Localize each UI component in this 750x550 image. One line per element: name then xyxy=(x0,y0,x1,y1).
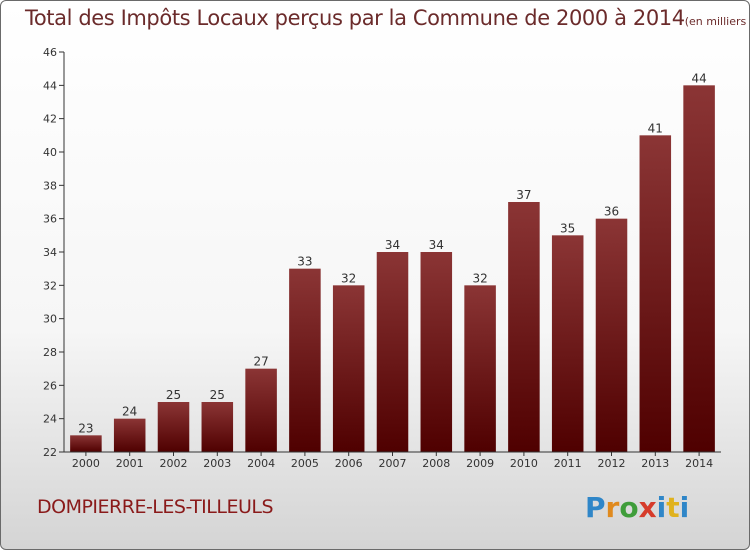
logo-letter: o xyxy=(619,491,639,524)
y-tick-label: 42 xyxy=(43,113,57,126)
bar-value-label: 24 xyxy=(122,405,137,419)
y-tick-label: 40 xyxy=(43,146,57,159)
bar-value-label: 37 xyxy=(516,188,531,202)
x-tick-label: 2005 xyxy=(291,457,319,470)
chart-unit: (en milliers d'€) xyxy=(684,15,749,28)
bar-2011 xyxy=(551,235,584,452)
bar-value-label: 34 xyxy=(385,238,400,252)
x-tick-label: 2006 xyxy=(335,457,363,470)
x-tick-label: 2010 xyxy=(510,457,538,470)
x-tick-label: 2003 xyxy=(203,457,231,470)
bar-2002 xyxy=(157,402,190,452)
logo-letter: i xyxy=(679,491,690,524)
bar-2001 xyxy=(113,418,146,452)
y-tick-label: 36 xyxy=(43,213,57,226)
x-axis: 2000 2001 2002 2003 2004 2005 2006 2007 2008 2009… xyxy=(64,451,721,470)
y-tick-label: 34 xyxy=(43,246,57,259)
bar-value-label: 44 xyxy=(691,71,706,85)
x-tick-label: 2002 xyxy=(160,457,188,470)
y-tick-label: 44 xyxy=(43,79,57,92)
bar-2008 xyxy=(420,252,453,452)
bar-value-label: 27 xyxy=(253,355,268,369)
y-tick-label: 38 xyxy=(43,179,57,192)
x-tick-label: 2012 xyxy=(598,457,626,470)
y-tick-label: 22 xyxy=(43,446,57,459)
x-tick-label: 2004 xyxy=(247,457,275,470)
bar-2006 xyxy=(332,285,365,452)
proxiti-logo[interactable]: Proxiti xyxy=(585,491,689,524)
bar-value-label: 32 xyxy=(341,271,356,285)
bar-2014 xyxy=(683,85,715,452)
y-tick-label: 28 xyxy=(43,346,57,359)
logo-letter: r xyxy=(605,491,620,524)
bar-value-label: 35 xyxy=(560,221,575,235)
y-tick-label: 26 xyxy=(43,379,57,392)
y-axis: 22 24 26 28 30 32 34 36 38 40 42 44 46 xyxy=(43,46,65,459)
x-tick-label: 2007 xyxy=(379,457,407,470)
bar-2009 xyxy=(464,285,496,452)
bar-2005 xyxy=(289,268,321,452)
logo-letter: P xyxy=(585,491,606,524)
bar-value-label: 34 xyxy=(429,238,444,252)
y-tick-label: 46 xyxy=(43,46,57,59)
y-tick-label: 24 xyxy=(43,413,57,426)
bar-value-label: 25 xyxy=(210,388,225,402)
logo-letter: i xyxy=(656,491,667,524)
bar-2007 xyxy=(376,252,409,452)
bar-value-label: 23 xyxy=(78,421,93,435)
bar-2013 xyxy=(639,135,672,453)
chart-title: Total des Impôts Locaux perçus par la Co… xyxy=(25,6,685,30)
x-tick-label: 2001 xyxy=(116,457,144,470)
bar-2012 xyxy=(595,218,628,452)
bar-value-label: 41 xyxy=(648,121,663,135)
x-tick-label: 2013 xyxy=(641,457,669,470)
bar-2000 xyxy=(70,435,102,452)
bar-value-label: 36 xyxy=(604,205,619,219)
chart-title-block: Total des Impôts Locaux perçus par la Co… xyxy=(25,6,749,30)
bar-2003 xyxy=(201,402,234,452)
bar-2004 xyxy=(245,368,277,452)
bar-value-label: 32 xyxy=(472,271,487,285)
bar-value-label: 25 xyxy=(166,388,181,402)
bars-group: 23 24 25 25 27 33 32 34 34 32 37 35 36 41 44 xyxy=(70,71,715,453)
commune-name: DOMPIERRE-LES-TILLEULS xyxy=(37,496,274,518)
y-tick-label: 32 xyxy=(43,279,57,292)
x-tick-label: 2009 xyxy=(466,457,494,470)
x-tick-label: 2011 xyxy=(554,457,582,470)
x-tick-label: 2014 xyxy=(685,457,713,470)
bar-value-label: 33 xyxy=(297,255,312,269)
x-tick-label: 2008 xyxy=(422,457,450,470)
bar-2010 xyxy=(508,202,540,452)
logo-letter: x xyxy=(638,491,657,524)
y-tick-label: 30 xyxy=(43,313,57,326)
logo-letter: t xyxy=(666,491,680,524)
x-tick-label: 2000 xyxy=(72,457,100,470)
